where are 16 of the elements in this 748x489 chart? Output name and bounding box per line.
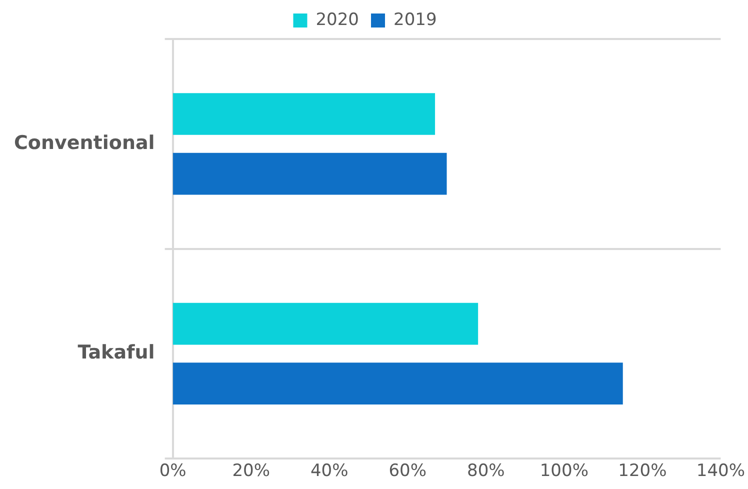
x-tick-label: 60% [388,461,427,482]
bar [172,362,623,405]
x-tick-label: 80% [467,461,505,482]
x-tick-label: 120% [618,461,667,482]
x-tick-label: 40% [310,461,348,482]
bar [172,302,478,345]
x-tick-label: 0% [159,461,186,482]
x-tick-label: 100% [540,461,588,482]
y-tick-label: Takaful [78,342,155,364]
legend-label: 2020 [316,10,359,30]
x-tick-label: 140% [696,461,746,482]
legend-label: 2019 [394,10,437,30]
bar [172,152,447,195]
x-tick-label: 20% [232,461,270,482]
bar [172,93,436,135]
y-tick-label: Conventional [14,132,155,154]
